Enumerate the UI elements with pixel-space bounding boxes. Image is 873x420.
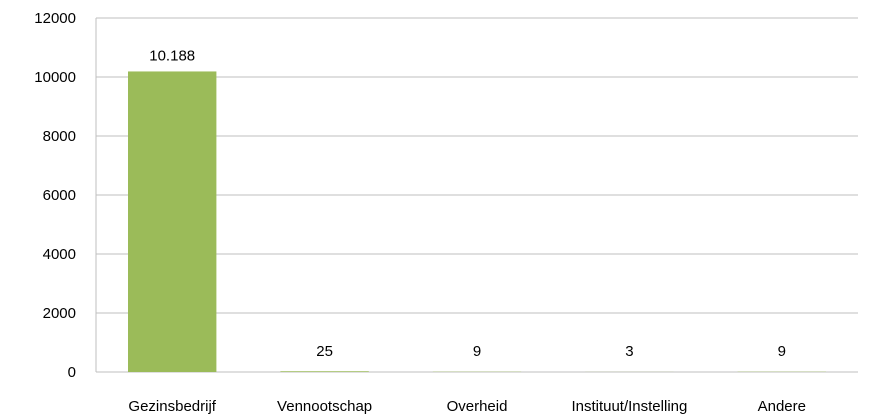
- y-tick-label: 4000: [43, 246, 76, 263]
- bars: [128, 71, 826, 372]
- x-axis-labels: Gezinsbedrijf Vennootschap Overheid Institu…: [128, 398, 806, 415]
- y-axis-ticks: 0 2000 4000 6000 8000 10000 12000: [34, 10, 76, 381]
- data-labels: 10.188 25 9 3 9: [149, 47, 786, 360]
- data-label: 25: [316, 343, 333, 360]
- data-label: 3: [625, 343, 633, 360]
- y-tick-label: 0: [68, 364, 76, 381]
- data-label: 9: [473, 343, 481, 360]
- bar-vennootschap: [280, 371, 369, 372]
- y-tick-label: 8000: [43, 128, 76, 145]
- y-tick-label: 12000: [34, 10, 76, 27]
- data-label: 10.188: [149, 47, 195, 64]
- x-tick-label: Gezinsbedrijf: [128, 398, 216, 415]
- y-tick-label: 6000: [43, 187, 76, 204]
- data-label: 9: [778, 343, 786, 360]
- x-tick-label: Andere: [758, 398, 806, 415]
- bar-gezinsbedrijf: [128, 71, 217, 372]
- x-tick-label: Instituut/Instelling: [571, 398, 687, 415]
- y-tick-label: 10000: [34, 69, 76, 86]
- y-tick-label: 2000: [43, 305, 76, 322]
- gridlines: [95, 17, 858, 373]
- x-tick-label: Overheid: [447, 398, 508, 415]
- x-tick-label: Vennootschap: [277, 398, 372, 415]
